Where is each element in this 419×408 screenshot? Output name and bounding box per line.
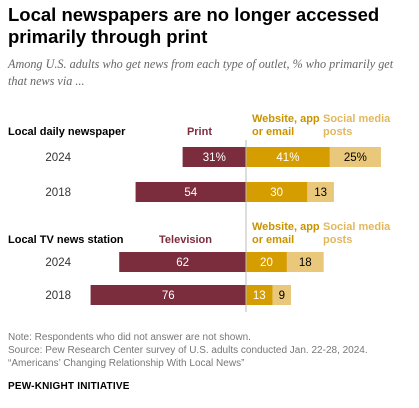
bar-digital bbox=[246, 285, 273, 305]
source-logo-text: PEW-KNIGHT INITIATIVE bbox=[8, 381, 130, 392]
group-label: Local daily newspaper bbox=[8, 126, 126, 138]
chart-subtitle: Among U.S. adults who get news from each… bbox=[8, 57, 394, 88]
bar-social bbox=[329, 147, 381, 167]
bar-traditional bbox=[90, 285, 246, 305]
row-year-label: 2024 bbox=[45, 257, 71, 269]
group-label: Local TV news station bbox=[8, 234, 124, 246]
bar-traditional bbox=[135, 182, 246, 202]
data-label-traditional: 31% bbox=[203, 152, 226, 164]
bar-traditional bbox=[119, 252, 246, 272]
source-line: Source: Pew Research Center survey of U.… bbox=[8, 345, 368, 356]
data-label-traditional: 62 bbox=[176, 257, 189, 269]
row-year-label: 2018 bbox=[45, 290, 71, 302]
legend-label: Website, app or email bbox=[252, 113, 320, 138]
data-label-traditional: 76 bbox=[162, 290, 175, 302]
data-label-social: 9 bbox=[279, 290, 285, 302]
legend-label: Website, app or email bbox=[252, 221, 320, 246]
note-line: Note: Respondents who did not answer are… bbox=[8, 332, 251, 343]
chart-title: Local newspapers are no longer accessed … bbox=[8, 4, 380, 47]
bar-digital bbox=[246, 182, 308, 202]
bar-traditional bbox=[182, 147, 246, 167]
bar-social bbox=[286, 252, 324, 272]
data-label-traditional: 54 bbox=[184, 187, 197, 199]
bar-social bbox=[307, 182, 334, 202]
row-year-label: 2018 bbox=[45, 187, 71, 199]
bar-social bbox=[272, 285, 291, 305]
row-year-label: 2024 bbox=[45, 152, 71, 164]
data-label-digital: 13 bbox=[253, 290, 266, 302]
legend-label: Social media posts bbox=[323, 113, 391, 138]
data-label-digital: 41% bbox=[276, 152, 299, 164]
bar-digital bbox=[246, 147, 330, 167]
report-title-line: “Americans’ Changing Relationship With L… bbox=[8, 358, 245, 369]
legend-label: Television bbox=[159, 234, 212, 246]
legend-label: Print bbox=[187, 126, 212, 138]
notes: Note: Respondents who did not answer are… bbox=[8, 331, 413, 370]
bar-digital bbox=[246, 252, 287, 272]
data-label-social: 18 bbox=[299, 257, 312, 269]
data-label-social: 13 bbox=[314, 187, 327, 199]
data-label-social: 25% bbox=[344, 152, 367, 164]
legend-label: Social media posts bbox=[323, 221, 391, 246]
data-label-digital: 20 bbox=[260, 257, 273, 269]
data-label-digital: 30 bbox=[270, 187, 283, 199]
